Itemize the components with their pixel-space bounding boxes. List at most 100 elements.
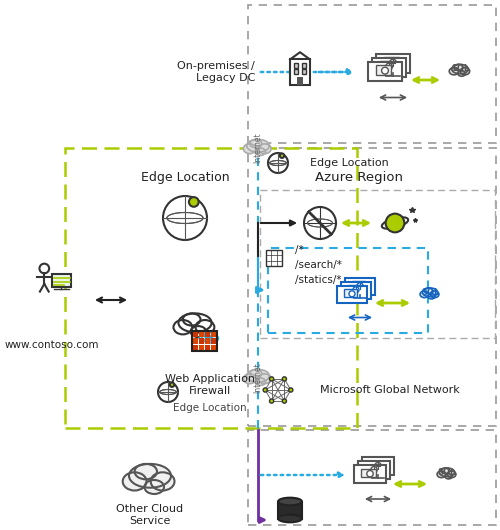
- Ellipse shape: [247, 369, 269, 382]
- Ellipse shape: [458, 70, 466, 76]
- Bar: [198, 338, 203, 344]
- Bar: [211, 332, 216, 337]
- Bar: [266, 250, 282, 266]
- Bar: [248, 5, 496, 143]
- Ellipse shape: [437, 471, 446, 478]
- Circle shape: [268, 153, 288, 173]
- Ellipse shape: [247, 139, 269, 152]
- Bar: [341, 282, 371, 298]
- Ellipse shape: [207, 338, 214, 343]
- Ellipse shape: [255, 148, 266, 155]
- Ellipse shape: [430, 291, 439, 298]
- Ellipse shape: [454, 64, 463, 70]
- Circle shape: [163, 196, 207, 240]
- Text: Azure Region: Azure Region: [315, 172, 403, 184]
- Bar: [344, 289, 357, 297]
- Bar: [365, 465, 380, 473]
- Ellipse shape: [122, 472, 146, 490]
- Circle shape: [170, 383, 174, 387]
- Ellipse shape: [174, 320, 192, 334]
- Circle shape: [371, 466, 377, 473]
- Circle shape: [382, 67, 388, 74]
- Circle shape: [263, 388, 268, 392]
- Bar: [290, 59, 310, 85]
- Bar: [352, 281, 365, 289]
- Circle shape: [270, 399, 274, 403]
- Bar: [348, 285, 361, 293]
- Ellipse shape: [190, 326, 206, 337]
- Ellipse shape: [452, 64, 468, 74]
- Ellipse shape: [422, 288, 438, 297]
- Ellipse shape: [244, 374, 256, 384]
- Bar: [192, 332, 198, 337]
- Ellipse shape: [420, 291, 428, 298]
- Bar: [302, 63, 306, 67]
- Ellipse shape: [183, 313, 200, 325]
- Text: Internet: Internet: [254, 363, 262, 393]
- Bar: [198, 345, 203, 350]
- Ellipse shape: [258, 374, 271, 384]
- Text: On-premises /
Legacy DC: On-premises / Legacy DC: [177, 61, 255, 83]
- Circle shape: [349, 291, 355, 297]
- Bar: [198, 332, 203, 337]
- Ellipse shape: [428, 294, 435, 299]
- Ellipse shape: [199, 335, 208, 342]
- Circle shape: [367, 471, 373, 477]
- Ellipse shape: [250, 369, 262, 377]
- Bar: [362, 457, 394, 475]
- Circle shape: [375, 463, 381, 469]
- Bar: [260, 190, 495, 338]
- Bar: [298, 76, 302, 85]
- Bar: [337, 286, 367, 303]
- Bar: [211, 338, 216, 344]
- Text: SQL: SQL: [451, 64, 469, 73]
- Ellipse shape: [250, 139, 262, 148]
- Bar: [376, 54, 410, 73]
- Text: SQL: SQL: [438, 467, 456, 476]
- Bar: [372, 58, 406, 76]
- Bar: [204, 332, 210, 337]
- Circle shape: [40, 263, 49, 273]
- Text: Microsoft Global Network: Microsoft Global Network: [320, 385, 460, 395]
- Ellipse shape: [440, 468, 454, 476]
- Bar: [192, 331, 216, 351]
- Ellipse shape: [442, 468, 450, 473]
- Circle shape: [353, 287, 359, 293]
- Bar: [192, 338, 198, 344]
- Text: Web Application
Firewall: Web Application Firewall: [165, 374, 255, 396]
- Ellipse shape: [129, 464, 171, 488]
- Bar: [204, 345, 210, 350]
- Circle shape: [357, 283, 363, 289]
- Ellipse shape: [202, 332, 217, 341]
- Bar: [302, 69, 306, 74]
- Circle shape: [390, 59, 396, 66]
- Text: /statics/*: /statics/*: [295, 275, 342, 285]
- Bar: [268, 248, 428, 333]
- Text: SQL: SQL: [421, 287, 439, 296]
- Ellipse shape: [204, 332, 212, 338]
- Bar: [368, 62, 402, 81]
- Ellipse shape: [278, 515, 302, 523]
- Text: Edge Location: Edge Location: [310, 158, 389, 168]
- Text: www.contoso.com: www.contoso.com: [5, 340, 99, 350]
- Bar: [354, 465, 386, 483]
- Ellipse shape: [244, 144, 256, 154]
- Ellipse shape: [278, 498, 302, 505]
- Text: /search/*: /search/*: [295, 260, 342, 270]
- Circle shape: [270, 377, 274, 381]
- Bar: [248, 148, 496, 426]
- Bar: [192, 345, 198, 350]
- Bar: [369, 461, 384, 470]
- Circle shape: [189, 197, 198, 207]
- Text: Internet: Internet: [254, 132, 262, 163]
- Bar: [384, 57, 399, 67]
- Bar: [294, 63, 298, 67]
- Circle shape: [386, 63, 392, 70]
- Ellipse shape: [210, 335, 218, 342]
- Ellipse shape: [424, 288, 432, 294]
- Circle shape: [386, 214, 404, 232]
- Text: Edge Location: Edge Location: [173, 403, 247, 413]
- Bar: [65, 148, 357, 428]
- Bar: [278, 501, 302, 518]
- Circle shape: [282, 399, 286, 403]
